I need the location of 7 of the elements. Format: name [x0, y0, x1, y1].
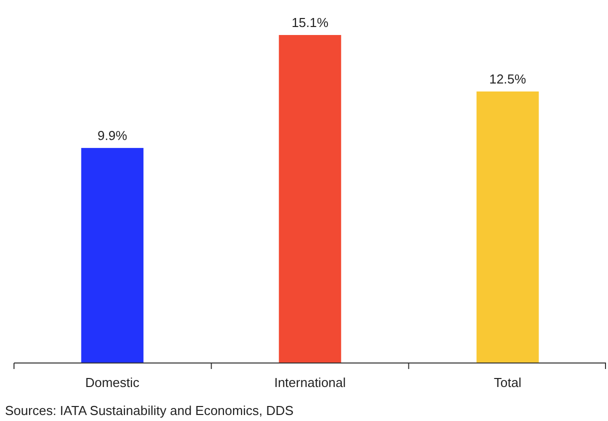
data-label: 12.5% — [489, 71, 527, 86]
data-label: 15.1% — [292, 15, 329, 30]
x-tick-label: International — [274, 375, 346, 390]
data-label: 9.9% — [98, 128, 128, 143]
source-note: Sources: IATA Sustainability and Economics, DDS — [5, 403, 294, 418]
x-tick-label: Domestic — [85, 375, 140, 390]
x-tick-label: Total — [494, 375, 522, 390]
